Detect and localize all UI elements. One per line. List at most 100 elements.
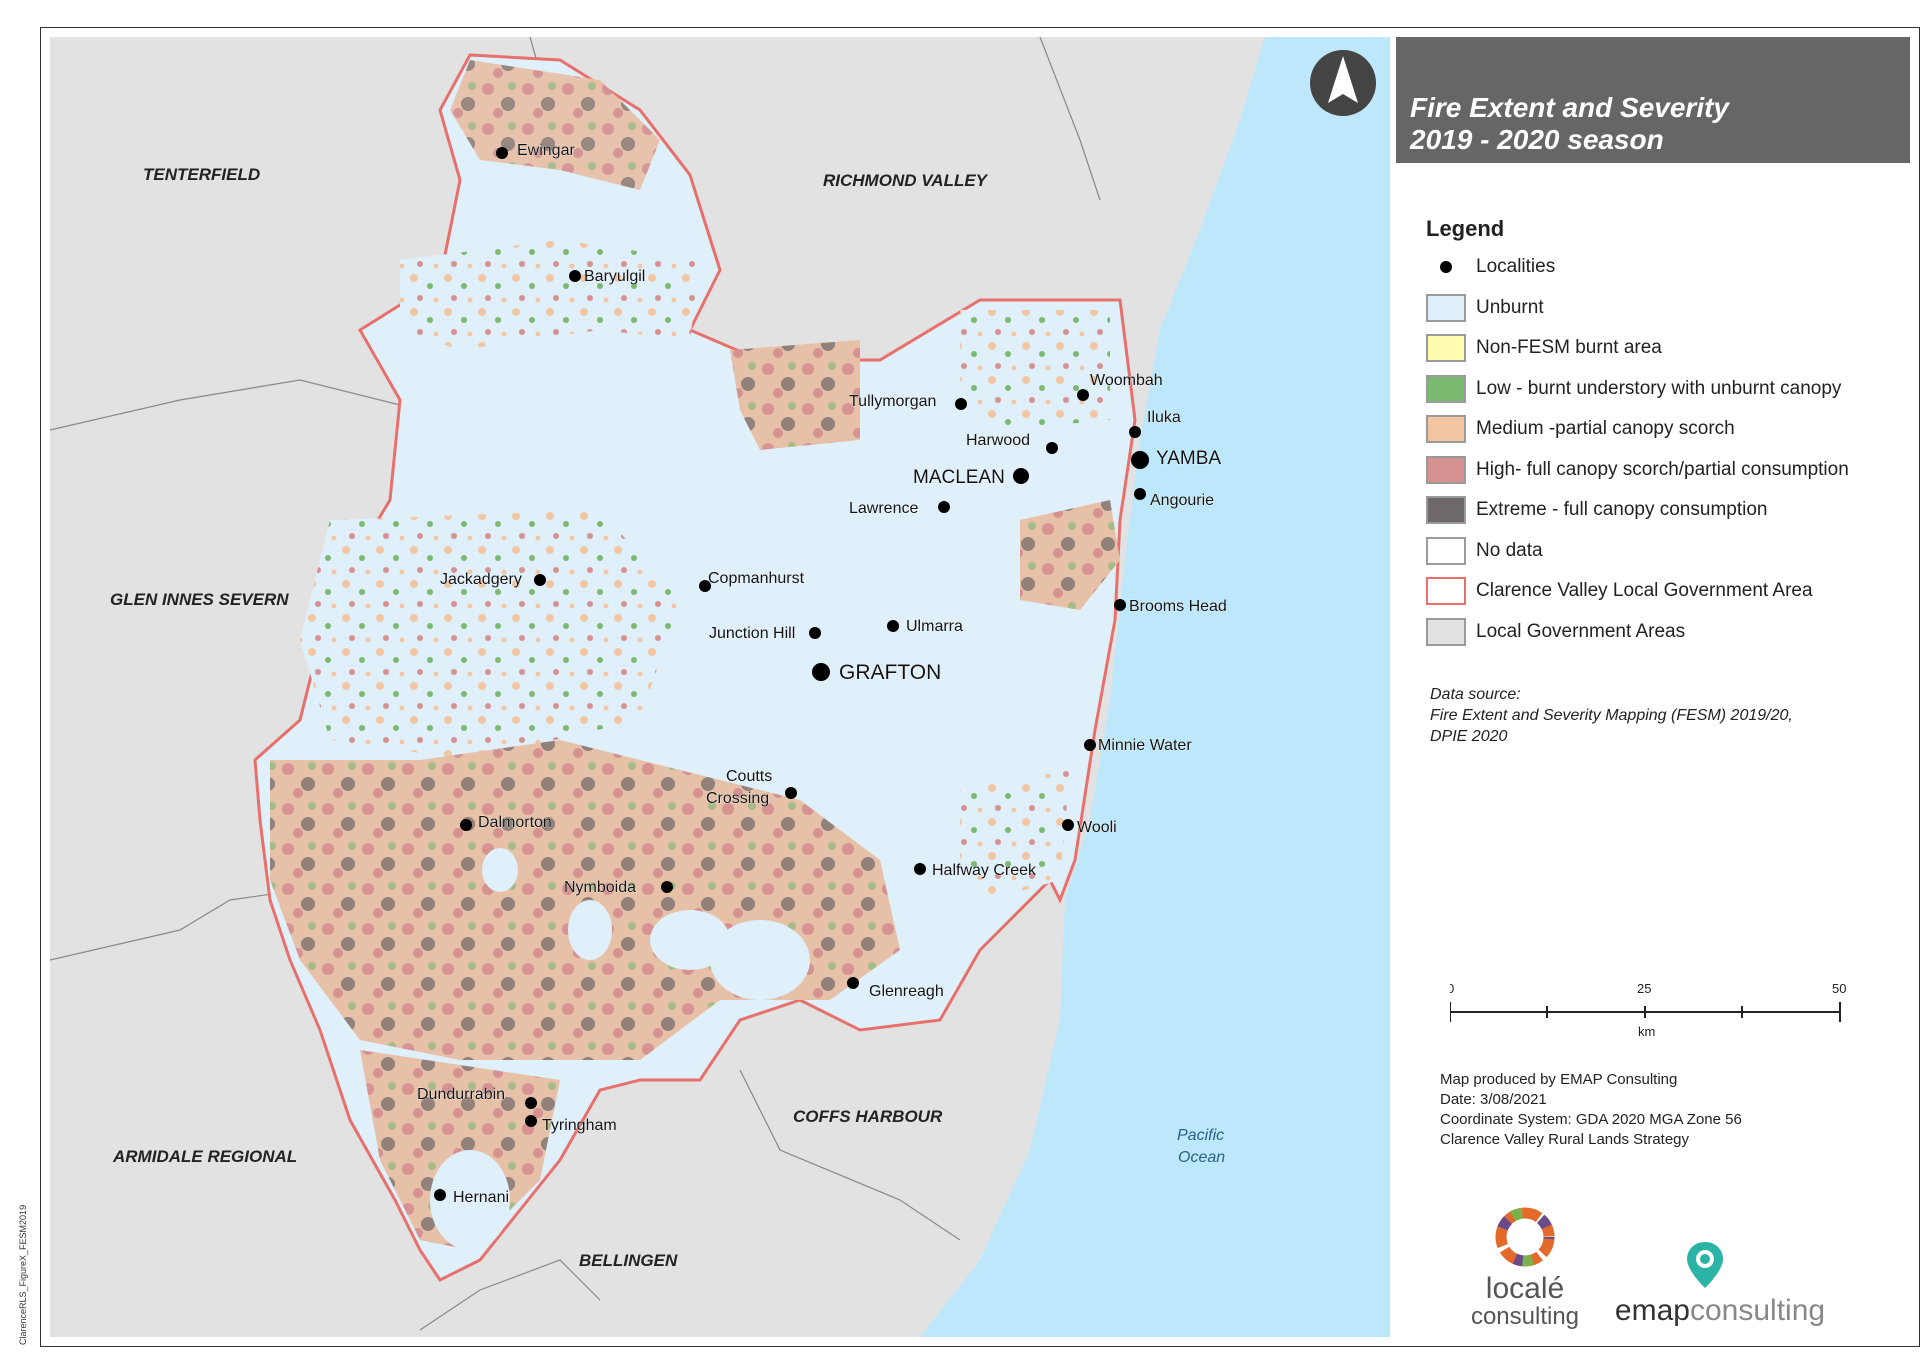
locality-label: GRAFTON [839,661,941,684]
locality-label: Ulmarra [906,618,963,635]
locality-dot [434,1189,446,1201]
legend-item: Clarence Valley Local Government Area [1426,574,1813,608]
locality-label: Jackadgery [440,571,522,588]
locality-dot [1084,739,1096,751]
localities: Ewingar Baryulgil Tullymorgan Woombah Il… [417,142,1227,1207]
locality-label: Halfway Creek [932,862,1037,879]
locality-dot [809,627,821,639]
locality-dot [460,819,472,831]
locality-label: Tyringham [542,1117,617,1134]
legend-item: Extreme - full canopy consumption [1426,493,1767,527]
locality-dot [525,1097,537,1109]
lga-boundaries [50,37,1101,1331]
locality-dot [914,863,926,875]
scale-tick-label: 0 [1450,981,1454,996]
svg-text:Pacific: Pacific [1177,1127,1224,1144]
legend-swatch [1426,334,1466,362]
north-arrow-icon [1308,48,1378,123]
legend-swatch [1426,415,1466,443]
map-canvas[interactable]: TENTERFIELD RICHMOND VALLEY GLEN INNES S… [50,37,1390,1337]
locality-dot [1046,442,1058,454]
legend-swatch [1426,536,1466,565]
locality-label: Hernani [453,1189,509,1206]
locality-dot [887,620,899,632]
locality-dot [1129,426,1141,438]
legend-item: High- full canopy scorch/partial consump… [1426,453,1849,487]
locale-consulting-logo: localé consulting [1455,1205,1595,1330]
locality-dot [569,270,581,282]
svg-text:Ocean: Ocean [1178,1149,1225,1166]
locality-label: Coutts [726,768,772,785]
locality-label: Minnie Water [1098,737,1192,754]
data-source: Data source: Fire Extent and Severity Ma… [1430,686,1793,745]
legend-swatch [1426,455,1466,484]
locality-label: Brooms Head [1129,598,1227,615]
region-label: RICHMOND VALLEY [823,171,989,190]
legend-label: High- full canopy scorch/partial consump… [1476,458,1849,480]
legend-swatch [1426,293,1466,322]
map-title: Fire Extent and Severity 2019 - 2020 sea… [1410,92,1730,155]
region-label: GLEN INNES SEVERN [110,590,289,609]
legend-label: Non-FESM burnt area [1476,337,1662,358]
legend-label: Low - burnt understory with unburnt cano… [1476,377,1842,399]
legend-item: Unburnt [1426,291,1544,325]
legend-item: No data [1426,534,1543,568]
locality-dot [496,147,508,159]
region-label: COFFS HARBOUR [793,1107,943,1126]
locality-label: Harwood [966,432,1030,449]
region-labels: TENTERFIELD RICHMOND VALLEY GLEN INNES S… [110,165,989,1270]
locality-dot [534,574,546,586]
locality-label: Nymboida [564,879,636,896]
legend-item: Low - burnt understory with unburnt cano… [1426,372,1841,406]
legend-item: Non-FESM burnt area [1426,331,1662,365]
unburnt-pockets [430,848,810,1250]
locality-dot [1062,819,1074,831]
scale-bar: 0 25 50 km [1447,980,1850,1045]
locality-label: Dalmorton [478,814,552,831]
locality-label: MACLEAN [913,467,1005,488]
legend-item: Localities [1426,250,1555,284]
legend-label: Localities [1476,256,1556,277]
locality-dot [525,1115,537,1127]
locality-dot [661,881,673,893]
locality-dot [812,663,830,681]
locality-dot [1134,488,1146,500]
locality-dot [938,501,950,513]
locality-label: YAMBA [1156,448,1221,469]
legend-swatch [1426,496,1466,524]
legend-label: No data [1476,539,1543,561]
locality-label: Tullymorgan [849,393,936,410]
ocean-label: Pacific Ocean [1177,1127,1225,1166]
legend-item: Medium -partial canopy scorch [1426,412,1735,446]
locality-label: Woombah [1090,372,1163,389]
locality-label: Angourie [1150,492,1214,509]
locality-dot [955,398,967,410]
legend-item: Local Government Areas [1426,615,1685,649]
region-label: TENTERFIELD [143,165,260,184]
credits: Map produced by EMAP Consulting Date: 3/… [1440,1071,1742,1148]
region-label: ARMIDALE REGIONAL [112,1147,297,1166]
region-label: BELLINGEN [579,1251,678,1270]
locality-label: Glenreagh [869,983,944,1000]
legend-title: Legend [1426,216,1505,241]
legend-swatch [1426,374,1466,403]
map-frame [40,27,1920,1347]
scale-tick-label: 25 [1637,981,1651,996]
locality-dot [847,977,859,989]
title-banner [1396,37,1910,163]
locality-dot [1131,451,1149,469]
map-area[interactable]: TENTERFIELD RICHMOND VALLEY GLEN INNES S… [50,37,1390,1337]
locality-dot-icon [1426,253,1466,281]
locality-label: Baryulgil [584,268,645,285]
legend-label: Unburnt [1476,296,1544,318]
legend-label: Medium -partial canopy scorch [1476,418,1735,439]
figure-id: ClarenceRLS_FigureX_FESM2019 [18,1204,28,1345]
legend-swatch [1426,577,1466,605]
pacific-ocean [920,37,1390,1337]
locality-dot [1114,599,1126,611]
legend-swatch [1426,617,1466,646]
locality-label: Crossing [706,790,769,807]
locality-label: Wooli [1077,819,1117,836]
locality-label: Copmanhurst [708,570,805,587]
locality-dot [1077,389,1089,401]
